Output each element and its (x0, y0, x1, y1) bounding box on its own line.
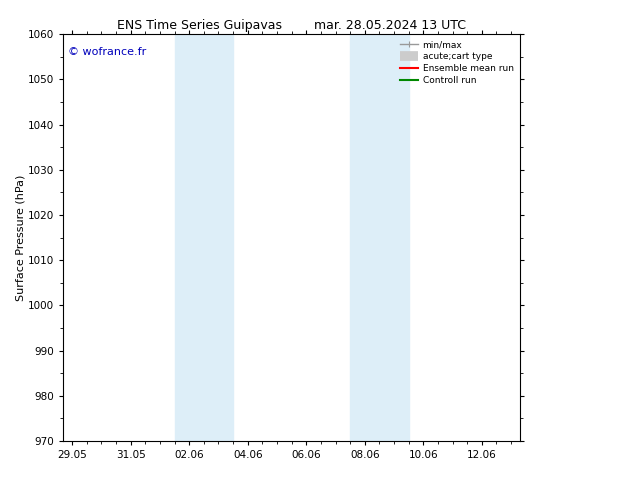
Title: ENS Time Series Guipavas        mar. 28.05.2024 13 UTC: ENS Time Series Guipavas mar. 28.05.2024… (117, 19, 466, 32)
Bar (174, 34, 233, 441)
Legend: min/max, acute;cart type, Ensemble mean run, Controll run: min/max, acute;cart type, Ensemble mean … (398, 39, 515, 87)
Text: © wofrance.fr: © wofrance.fr (68, 47, 146, 56)
Y-axis label: Surface Pressure (hPa): Surface Pressure (hPa) (15, 174, 25, 301)
Bar (350, 34, 409, 441)
